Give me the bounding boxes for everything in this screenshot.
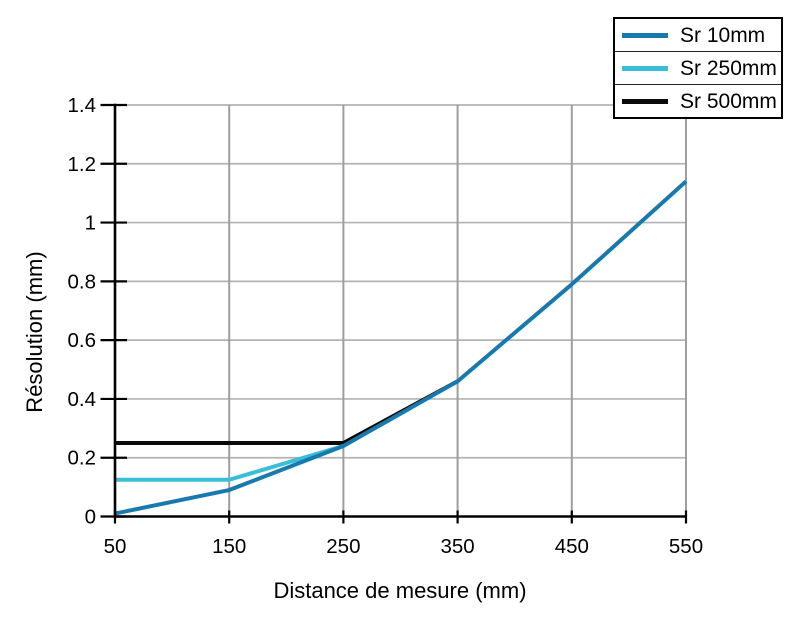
x-tick-label: 50 (104, 535, 127, 558)
y-tick-label: 0.2 (68, 447, 97, 470)
legend-item-sr-500mm: Sr 500mm (615, 85, 781, 117)
y-tick-label: 0.8 (68, 270, 97, 293)
legend: Sr 10mm Sr 250mm Sr 500mm (613, 17, 783, 119)
x-tick-label: 150 (212, 535, 246, 558)
legend-swatch (622, 98, 668, 104)
series-line-sr-10mm (114, 179, 688, 516)
legend-label: Sr 500mm (680, 89, 777, 113)
x-tick-label: 250 (326, 535, 360, 558)
y-tick-label: 1 (85, 212, 96, 235)
x-tick-label: 450 (555, 535, 589, 558)
y-axis-title: Résolution (mm) (22, 251, 47, 412)
legend-label: Sr 10mm (680, 23, 766, 47)
y-tick-label: 0.4 (68, 388, 97, 411)
legend-swatch (622, 32, 668, 38)
legend-item-sr-10mm: Sr 10mm (615, 19, 781, 52)
x-tick-label: 350 (440, 535, 474, 558)
y-tick-label: 1.4 (68, 94, 97, 117)
y-tick-label: 0.6 (68, 329, 97, 352)
series-line-sr-250mm (115, 444, 344, 482)
axes (100, 103, 688, 524)
legend-label: Sr 250mm (680, 56, 777, 80)
y-tick-label: 0 (85, 506, 96, 529)
legend-item-sr-250mm: Sr 250mm (615, 52, 781, 85)
x-axis-title: Distance de mesure (mm) (273, 578, 526, 603)
tick-labels: 0 0.2 0.4 0.6 0.8 1 1.2 1.4 50 150 250 350 450 550 (68, 94, 704, 558)
gridlines (127, 104, 687, 517)
data-series (114, 179, 688, 516)
x-tick-label: 550 (669, 535, 703, 558)
legend-swatch (622, 65, 668, 71)
y-tick-label: 1.2 (68, 153, 97, 176)
